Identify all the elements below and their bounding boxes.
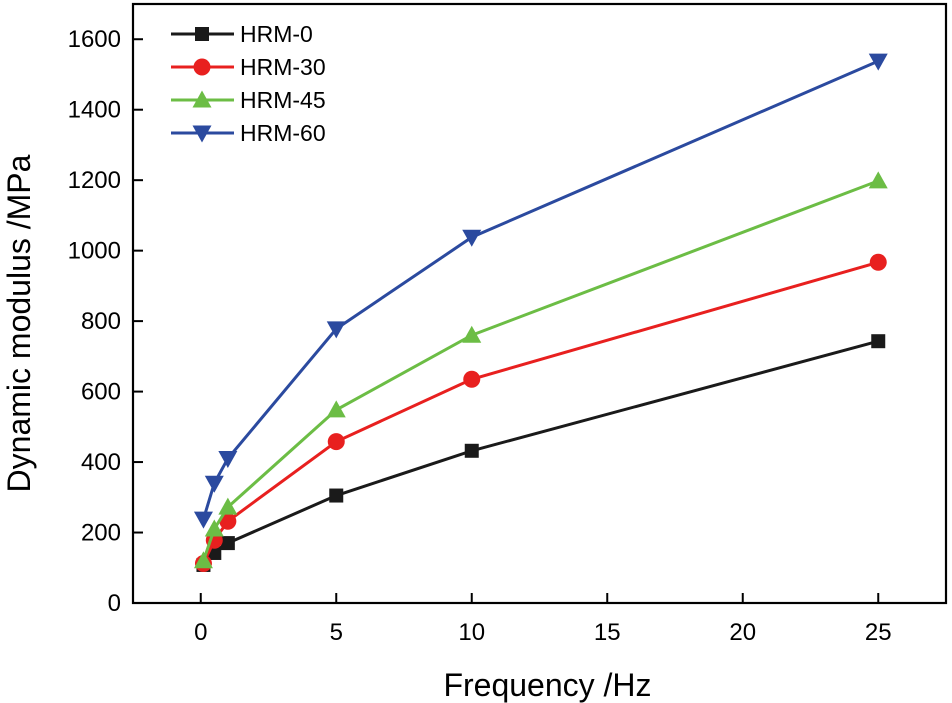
legend-label-hrm-45: HRM-45 — [240, 87, 326, 113]
x-tick-label: 15 — [594, 619, 621, 646]
data-point-hrm-0 — [871, 334, 886, 349]
x-tick-label: 5 — [330, 619, 343, 646]
legend-label-hrm-0: HRM-0 — [240, 21, 313, 47]
data-point-hrm-0 — [464, 443, 479, 458]
data-point-hrm-30 — [463, 370, 481, 388]
data-point-hrm-60 — [462, 229, 482, 247]
y-tick-label: 1200 — [68, 167, 121, 194]
data-point-hrm-60 — [868, 53, 888, 71]
y-tick-label: 1400 — [68, 97, 121, 124]
data-point-hrm-45 — [326, 400, 346, 418]
x-axis-title: Frequency /Hz — [443, 667, 651, 703]
data-point-hrm-45 — [204, 519, 224, 537]
series-layer — [193, 53, 888, 573]
legend-entry-hrm-30: HRM-30 — [171, 54, 326, 80]
x-tick-label: 25 — [865, 619, 892, 646]
legend-entry-hrm-45: HRM-45 — [171, 87, 326, 113]
series-line-hrm-45 — [202, 179, 879, 562]
data-point-hrm-0 — [329, 488, 344, 503]
data-point-hrm-45 — [462, 325, 482, 343]
axis-ticks: 0 5 10 15 20 25 0 200 400 600 800 1000 1200 1400 1600 — [68, 26, 892, 646]
legend-entry-hrm-0: HRM-0 — [171, 21, 313, 47]
y-tick-label: 0 — [108, 590, 121, 617]
series-hrm-30 — [194, 253, 887, 573]
legend-label-hrm-30: HRM-30 — [240, 54, 326, 80]
data-point-hrm-45 — [218, 497, 238, 515]
data-point-hrm-30 — [219, 512, 237, 530]
x-tick-label: 10 — [458, 619, 485, 646]
legend: HRM-0 HRM-30 HRM-45 HRM-60 — [171, 21, 326, 146]
data-point-hrm-60 — [193, 511, 213, 529]
legend-entry-hrm-60: HRM-60 — [171, 120, 326, 146]
y-tick-label: 800 — [81, 308, 121, 335]
plot-border — [131, 2, 948, 605]
legend-marker-hrm-60 — [192, 125, 212, 143]
y-tick-label: 1000 — [68, 238, 121, 265]
y-tick-label: 600 — [81, 379, 121, 406]
series-hrm-60 — [193, 53, 888, 529]
series-hrm-45 — [193, 171, 888, 569]
legend-marker-hrm-0 — [195, 27, 209, 41]
series-hrm-0 — [196, 334, 886, 572]
data-point-hrm-0 — [220, 536, 235, 551]
data-point-hrm-45 — [868, 171, 888, 189]
series-line-hrm-0 — [202, 339, 879, 566]
data-point-hrm-60 — [204, 475, 224, 493]
data-point-hrm-60 — [218, 451, 238, 469]
y-axis-title: Dynamic modulus /MPa — [1, 154, 37, 492]
y-tick-label: 400 — [81, 449, 121, 476]
data-point-hrm-45 — [193, 551, 213, 569]
legend-marker-hrm-45 — [192, 90, 212, 108]
x-tick-label: 0 — [194, 619, 207, 646]
data-point-hrm-30 — [327, 433, 345, 451]
legend-marker-hrm-30 — [193, 58, 211, 76]
plot-frame — [131, 2, 948, 605]
data-point-hrm-30 — [869, 253, 887, 271]
legend-label-hrm-60: HRM-60 — [240, 120, 326, 146]
y-tick-label: 200 — [81, 520, 121, 547]
y-tick-label: 1600 — [68, 26, 121, 53]
x-tick-label: 20 — [729, 619, 756, 646]
data-point-hrm-60 — [326, 321, 346, 339]
